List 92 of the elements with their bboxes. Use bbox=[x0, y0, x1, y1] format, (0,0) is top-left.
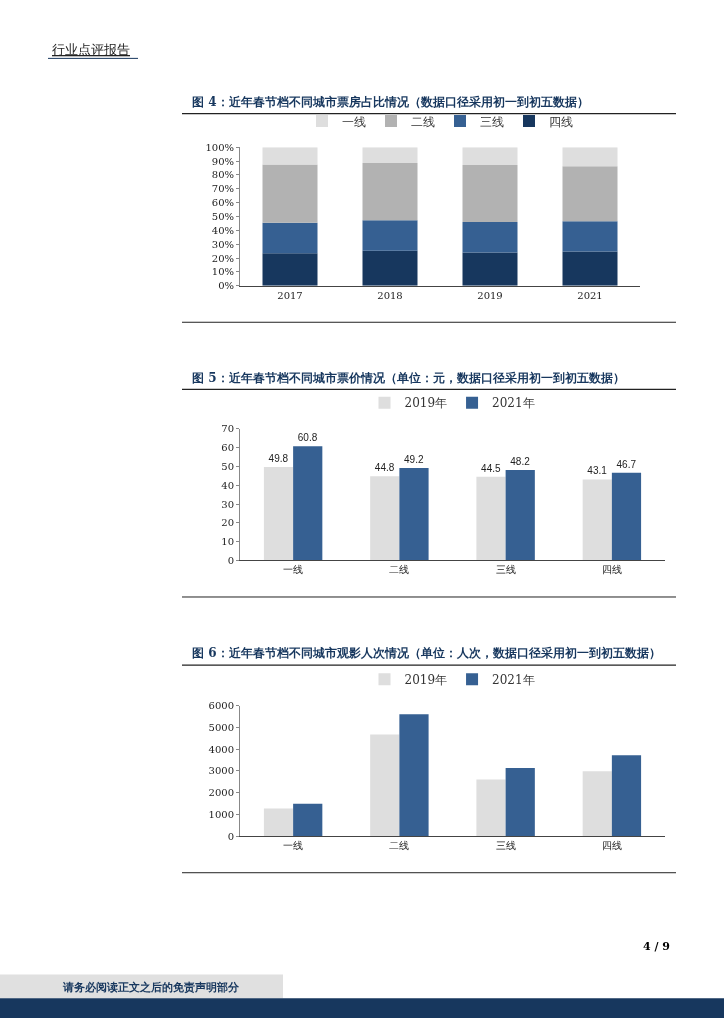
bar bbox=[505, 469, 535, 561]
legend-label: 四线 bbox=[549, 114, 573, 129]
legend-label: 2021年 bbox=[492, 673, 535, 688]
bar bbox=[370, 476, 400, 561]
x-tick-label: 二线 bbox=[389, 564, 410, 576]
legend-label: 一线 bbox=[342, 114, 366, 129]
x-tick-label: 二线 bbox=[389, 840, 410, 852]
data-label: 48.2 bbox=[510, 455, 531, 467]
bar bbox=[562, 166, 618, 222]
bar bbox=[611, 472, 642, 561]
y-tick-label: 4000 bbox=[208, 743, 234, 755]
bar bbox=[262, 164, 318, 223]
bar bbox=[462, 252, 518, 286]
y-tick-label: 1000 bbox=[208, 808, 234, 820]
bar bbox=[362, 250, 418, 286]
data-label: 60.8 bbox=[297, 432, 318, 444]
bar bbox=[293, 803, 323, 837]
x-tick-label: 一线 bbox=[283, 840, 304, 852]
legend-label: 三线 bbox=[480, 114, 504, 129]
y-tick-label: 30% bbox=[211, 238, 234, 250]
bar bbox=[262, 147, 318, 165]
y-tick-label: 70% bbox=[211, 183, 234, 195]
data-label: 49.2 bbox=[404, 454, 424, 466]
y-tick-label: 100% bbox=[205, 141, 234, 153]
y-tick-label: 2000 bbox=[208, 787, 234, 799]
bar bbox=[462, 222, 518, 253]
bar bbox=[582, 479, 612, 561]
legend-label: 2019年 bbox=[404, 396, 448, 411]
y-tick-label: 60% bbox=[211, 197, 234, 209]
bar bbox=[399, 468, 429, 561]
legend-label: 2021年 bbox=[492, 396, 535, 411]
y-tick-label: 5000 bbox=[208, 721, 234, 733]
y-tick-label: 20 bbox=[221, 517, 234, 529]
x-tick-label: 四线 bbox=[601, 564, 622, 576]
data-label: 44.8 bbox=[374, 462, 395, 474]
y-tick-label: 40% bbox=[211, 224, 234, 236]
bar bbox=[362, 147, 418, 164]
x-tick-label: 四线 bbox=[601, 840, 622, 852]
data-label: 49.8 bbox=[268, 452, 289, 464]
x-tick-label: 三线 bbox=[495, 564, 516, 576]
chart-title: 图 6：近年春节档不同城市观影人次情况（单位：人次，数据口径采用初一到初五数据） bbox=[192, 646, 661, 660]
bar bbox=[263, 466, 294, 561]
bar bbox=[476, 476, 506, 561]
bar bbox=[362, 220, 418, 251]
y-tick-label: 90% bbox=[211, 155, 234, 167]
x-tick-label: 三线 bbox=[495, 840, 516, 852]
y-tick-label: 3000 bbox=[208, 765, 234, 777]
bar bbox=[562, 221, 618, 252]
y-tick-label: 50 bbox=[221, 461, 234, 473]
bar bbox=[476, 779, 506, 837]
y-tick-label: 20% bbox=[211, 252, 234, 264]
bar bbox=[399, 714, 429, 837]
y-tick-label: 70 bbox=[221, 423, 234, 435]
bar bbox=[582, 771, 612, 837]
x-tick-label: 2017 bbox=[277, 289, 303, 301]
y-tick-label: 10 bbox=[221, 536, 234, 548]
bar bbox=[505, 768, 535, 837]
y-tick-label: 50% bbox=[211, 211, 234, 222]
legend-label: 二线 bbox=[411, 114, 435, 129]
y-tick-label: 6000 bbox=[208, 700, 234, 712]
y-tick-label: 80% bbox=[211, 169, 234, 181]
bar bbox=[462, 147, 518, 166]
bar bbox=[562, 251, 618, 286]
chart-title: 图 5：近年春节档不同城市票价情况（单位：元，数据口径采用初一到初五数据） bbox=[192, 371, 625, 385]
bar bbox=[562, 147, 618, 167]
bar bbox=[263, 808, 294, 837]
bar bbox=[262, 253, 318, 286]
bar bbox=[370, 734, 400, 837]
x-tick-label: 2021 bbox=[577, 289, 603, 301]
text: 行业点评报告 bbox=[52, 42, 130, 57]
y-tick-label: 0 bbox=[227, 554, 234, 566]
text: 请务必阅读正文之后的免责声明部分 bbox=[62, 981, 240, 994]
x-tick-label: 2019 bbox=[477, 289, 503, 301]
data-label: 43.1 bbox=[587, 465, 608, 477]
x-tick-label: 2018 bbox=[377, 289, 403, 301]
data-label: 46.7 bbox=[616, 458, 637, 470]
chart-title: 图 4：近年春节档不同城市票房占比情况（数据口径采用初一到初五数据） bbox=[192, 95, 589, 109]
bar bbox=[462, 165, 518, 223]
legend-label: 2019年 bbox=[404, 673, 448, 688]
y-tick-label: 0% bbox=[218, 280, 234, 292]
text: 4 / 9 bbox=[643, 940, 670, 953]
bar bbox=[293, 446, 323, 561]
y-tick-label: 40 bbox=[221, 479, 234, 491]
y-tick-label: 60 bbox=[221, 442, 234, 454]
y-tick-label: 0 bbox=[227, 830, 234, 842]
x-tick-label: 一线 bbox=[283, 564, 304, 576]
bar bbox=[362, 163, 418, 221]
bar bbox=[262, 222, 318, 254]
bar bbox=[611, 755, 642, 837]
y-tick-label: 30 bbox=[221, 498, 234, 510]
y-tick-label: 10% bbox=[211, 266, 234, 278]
data-label: 44.5 bbox=[481, 462, 501, 474]
